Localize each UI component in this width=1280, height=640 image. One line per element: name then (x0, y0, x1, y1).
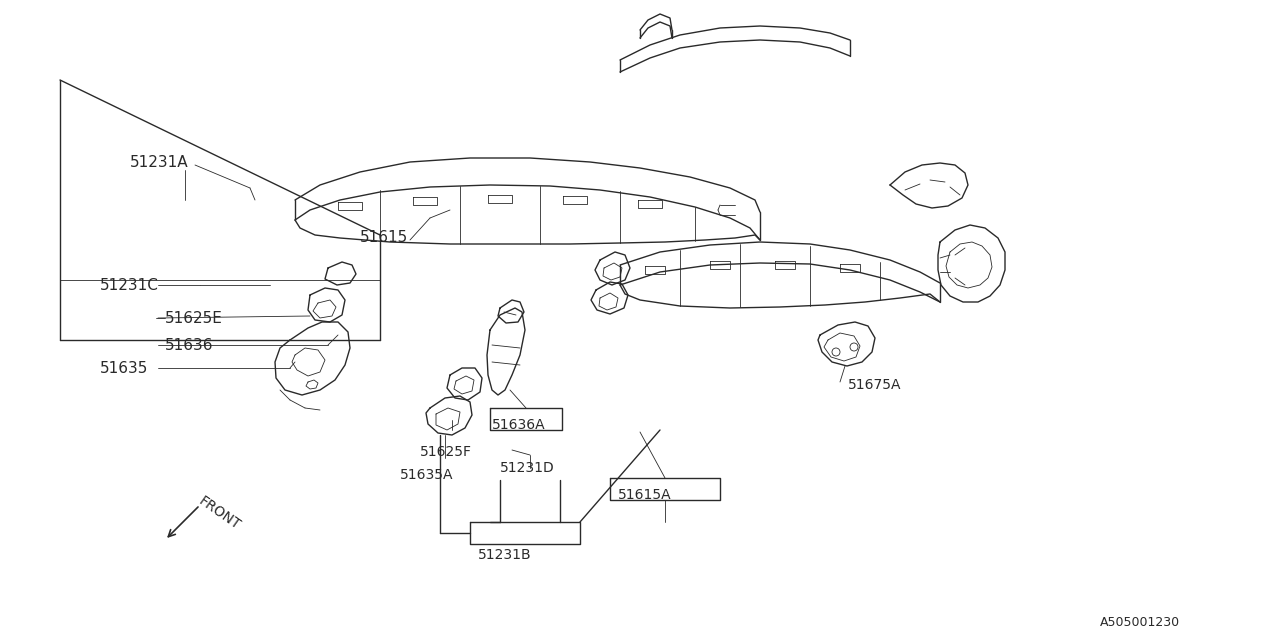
Text: FRONT: FRONT (196, 494, 243, 533)
Text: 51231D: 51231D (500, 461, 554, 475)
Text: A505001230: A505001230 (1100, 616, 1180, 628)
Text: 51231A: 51231A (131, 154, 188, 170)
Text: 51615: 51615 (360, 230, 408, 244)
Text: 51231B: 51231B (477, 548, 531, 562)
Text: 51231C: 51231C (100, 278, 159, 292)
Text: 51615A: 51615A (618, 488, 672, 502)
Text: 51675A: 51675A (849, 378, 901, 392)
Text: 51635A: 51635A (399, 468, 453, 482)
Text: 51636: 51636 (165, 337, 214, 353)
Text: 51625E: 51625E (165, 310, 223, 326)
Text: 51636A: 51636A (492, 418, 545, 432)
Text: 51635: 51635 (100, 360, 148, 376)
Text: 51625F: 51625F (420, 445, 472, 459)
